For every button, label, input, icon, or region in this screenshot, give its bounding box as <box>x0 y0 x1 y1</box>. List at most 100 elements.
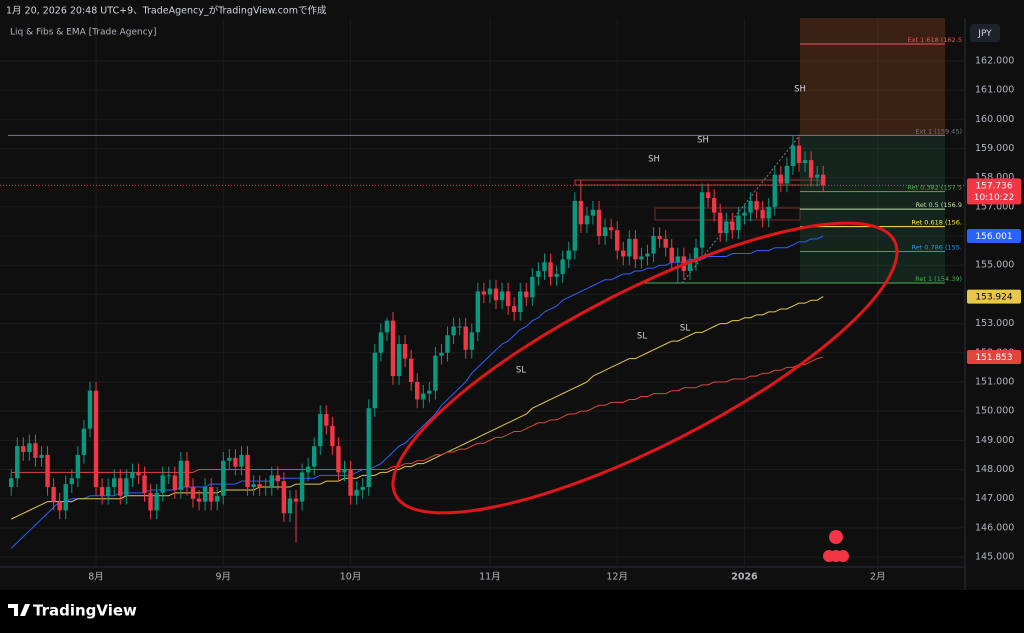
candle-body <box>748 200 753 213</box>
candle-body <box>105 487 111 496</box>
fib-label: Ret 0.618 (156. <box>911 219 962 227</box>
candle-body <box>475 291 481 333</box>
candle-body <box>566 250 571 260</box>
logo: TradingView <box>8 602 137 620</box>
candle-body <box>293 498 299 502</box>
price-badge-label: 156.001 <box>975 232 1012 242</box>
candle-body <box>439 352 444 356</box>
y-tick-label: 153.000 <box>975 318 1014 329</box>
currency: JPY <box>977 29 992 39</box>
candle-body <box>784 165 790 184</box>
candle-body <box>415 381 420 400</box>
candle-body <box>554 273 559 277</box>
candle-body <box>687 262 693 272</box>
candle-body <box>560 259 565 274</box>
candle-body <box>330 425 335 447</box>
y-tick-label: 148.000 <box>975 464 1014 475</box>
swing-label: SL <box>637 332 647 342</box>
candle-body <box>421 393 426 400</box>
candle-body <box>305 466 311 473</box>
candle-body <box>63 484 68 511</box>
candle-body <box>299 472 305 502</box>
candle-body <box>178 460 184 490</box>
fib-label: Ext 1 (159.45) <box>915 127 962 135</box>
candle-body <box>130 472 135 479</box>
header-text: 1月 20, 2026 20:48 UTC+9、TradeAgency_がTra… <box>6 5 327 17</box>
candle-body <box>821 174 826 186</box>
candle-body <box>487 288 493 295</box>
candle-body <box>511 306 517 312</box>
candle-body <box>57 501 62 511</box>
y-tick-label: 145.000 <box>975 552 1014 563</box>
price-badge-label: 151.853 <box>975 353 1012 363</box>
candle-body <box>45 454 50 488</box>
highlight-ellipse <box>391 221 899 515</box>
y-tick-label: 160.000 <box>975 114 1014 125</box>
candle-body <box>81 428 87 455</box>
candle-body <box>445 335 450 353</box>
plot <box>9 135 826 549</box>
price-badge <box>967 350 1021 365</box>
candle-body <box>21 446 26 452</box>
swing-label: SH <box>794 85 806 95</box>
logo-icon <box>8 604 30 616</box>
x-tick-label: 12月 <box>606 572 628 583</box>
candle-body <box>257 484 262 488</box>
fib-label: Ret 0.382 (157.5 <box>907 184 962 192</box>
candle-body <box>778 174 784 184</box>
candle-body <box>693 247 699 263</box>
swing-label: SH <box>697 136 709 146</box>
candle-body <box>27 443 32 452</box>
candle-body <box>372 352 377 409</box>
candle-body <box>457 326 462 328</box>
candle-body <box>718 212 723 234</box>
candle-body <box>754 200 759 210</box>
candle-body <box>202 487 208 502</box>
candle-body <box>75 454 81 479</box>
candle-body <box>384 320 390 333</box>
candle-body <box>360 487 365 490</box>
candle-body <box>275 475 281 482</box>
candle-body <box>208 487 214 502</box>
zones <box>0 18 965 284</box>
candle-body <box>451 326 456 336</box>
candle-body <box>269 475 274 488</box>
candle-body <box>312 446 317 467</box>
candle-body <box>796 145 802 164</box>
candle-body <box>730 221 735 231</box>
candle-body <box>9 478 14 488</box>
fib-zone <box>800 18 945 136</box>
liquidity-zone <box>574 179 821 186</box>
candle-body <box>124 478 129 496</box>
candle-body <box>608 227 614 231</box>
candle-body <box>578 200 584 225</box>
candle-body <box>766 206 771 219</box>
currency-box <box>970 24 1000 42</box>
candle-body <box>518 291 523 312</box>
candle-body <box>524 291 529 298</box>
candle-body <box>160 475 165 493</box>
candle-body <box>354 489 359 496</box>
candle-body <box>118 478 123 496</box>
candle-body <box>602 227 608 237</box>
y-tick-label: 161.000 <box>975 85 1014 96</box>
candle-body <box>705 192 711 199</box>
candle-body <box>621 250 626 257</box>
y-tick-label: 146.000 <box>975 522 1014 533</box>
candle-body <box>318 414 323 447</box>
candle-body <box>342 469 347 473</box>
candle-body <box>99 487 105 496</box>
candle-body <box>263 487 268 489</box>
y-tick-label: 162.000 <box>975 55 1014 66</box>
candle-body <box>814 174 820 178</box>
candle-body <box>87 390 93 429</box>
candle-body <box>215 495 220 502</box>
candle-body <box>736 215 741 231</box>
candle-body <box>590 209 596 216</box>
candle-body <box>802 160 808 164</box>
event-icon <box>829 530 843 544</box>
candle-body <box>93 390 99 488</box>
candle-body <box>166 475 171 477</box>
candle-body <box>760 209 765 219</box>
